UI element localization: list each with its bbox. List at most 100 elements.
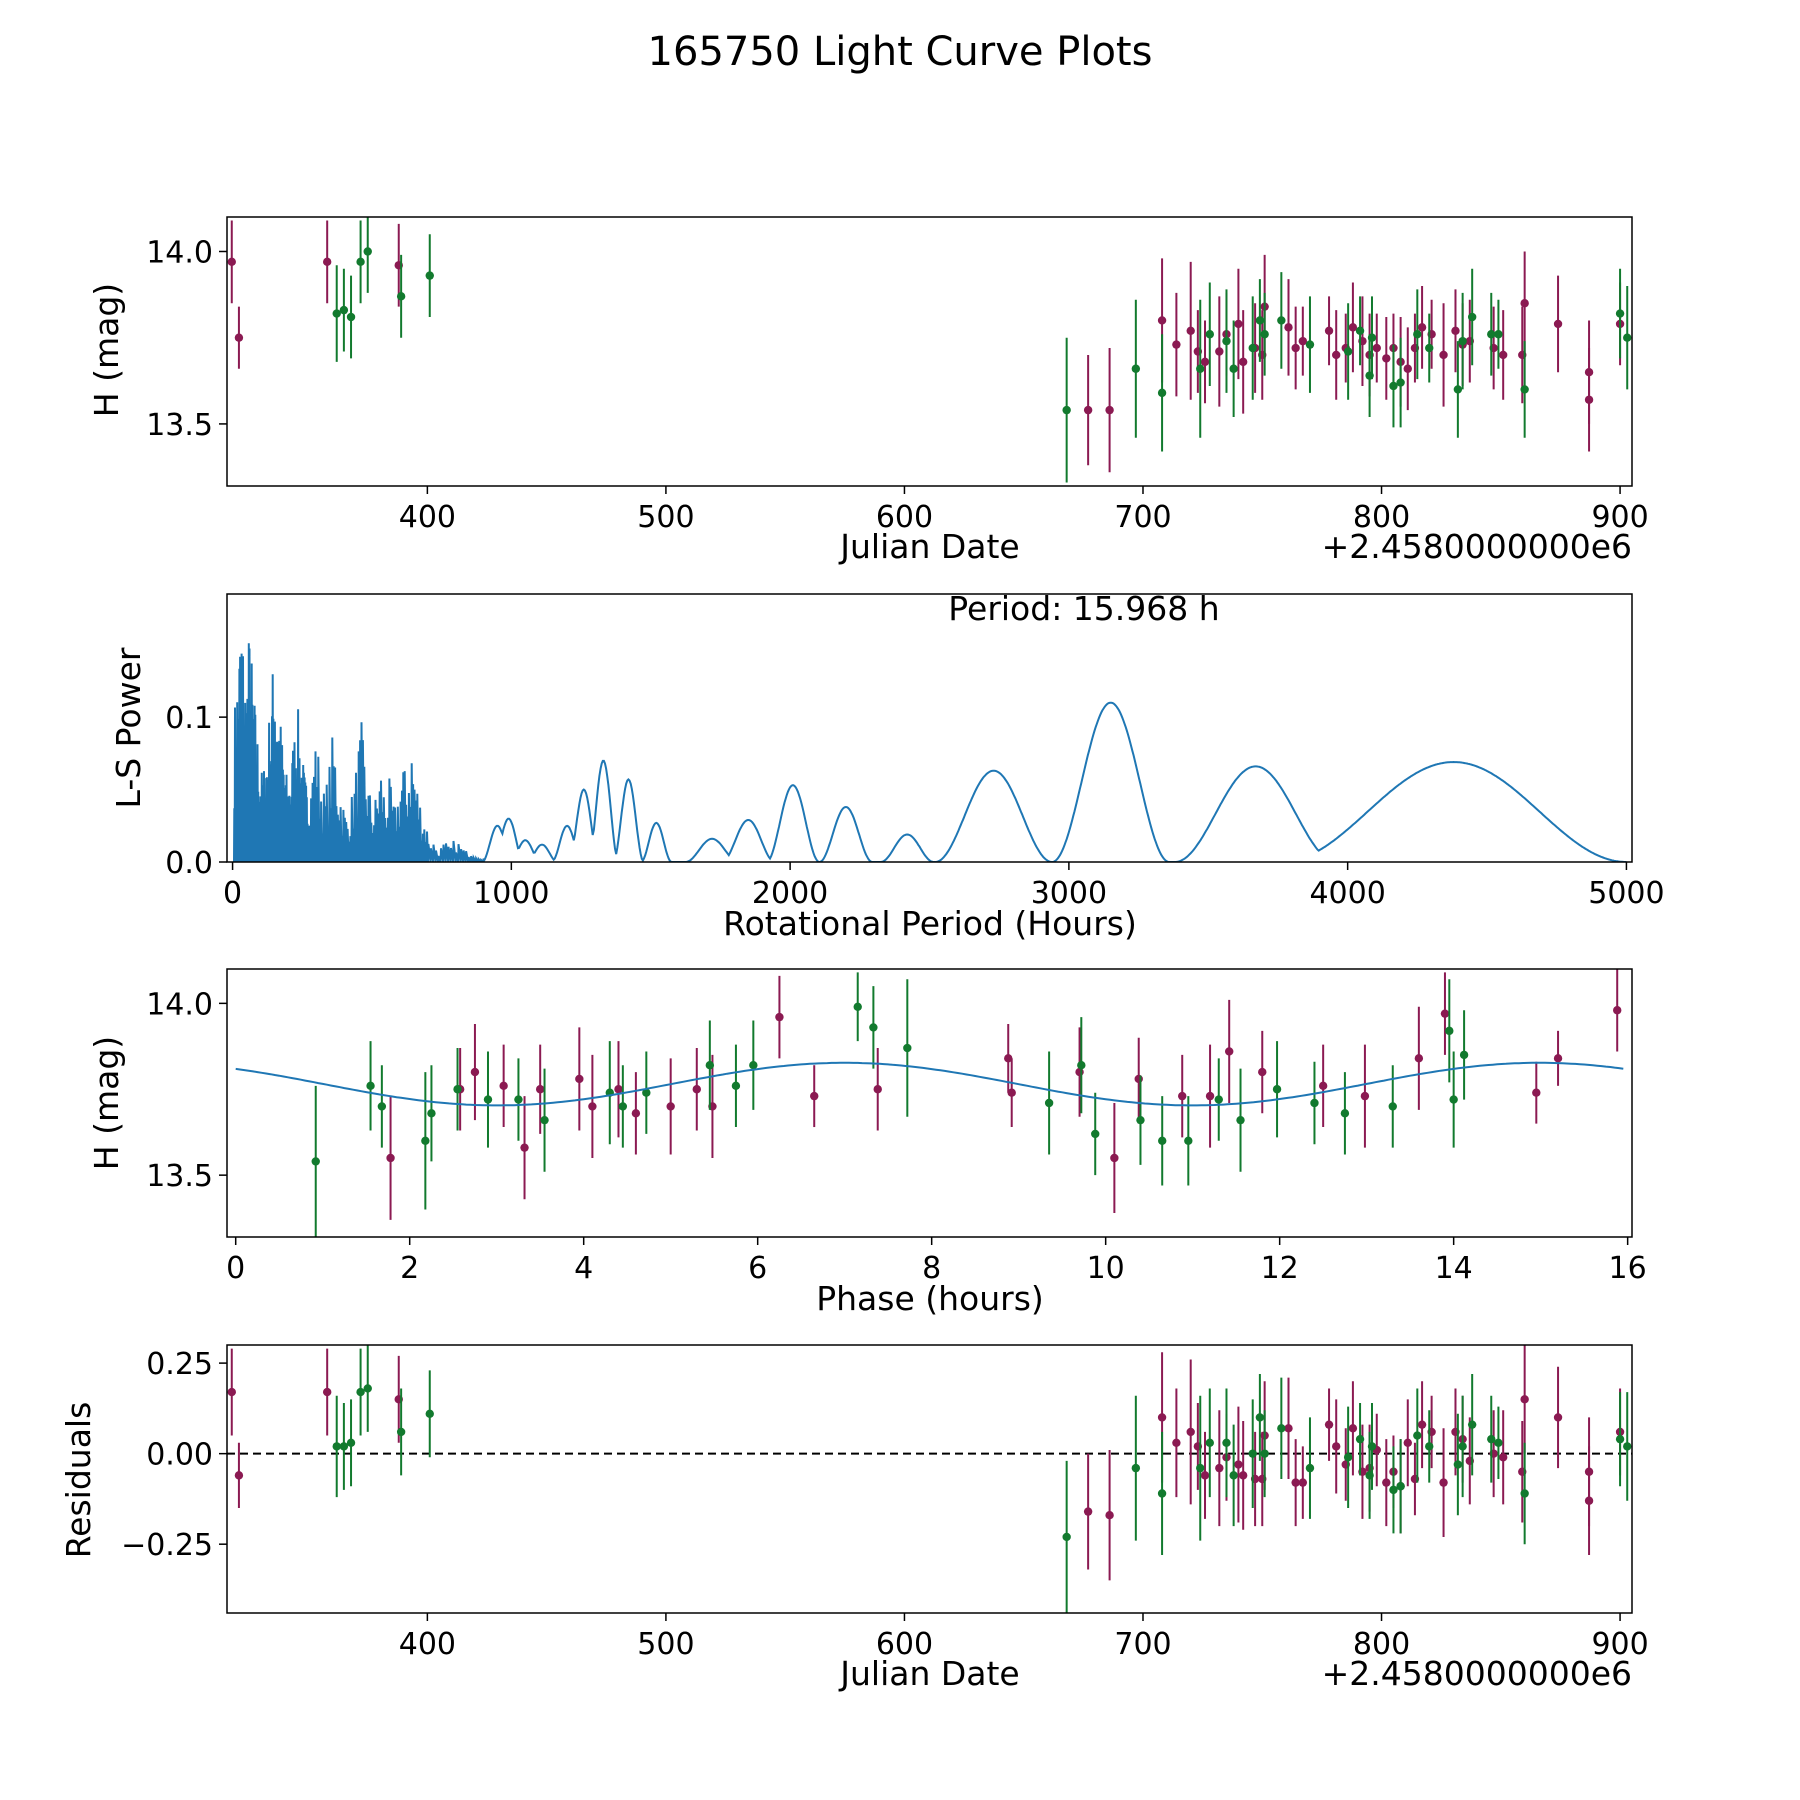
phase-data-point: [705, 1061, 715, 1070]
res-data-point: [1396, 1482, 1405, 1491]
phase-data-point: [1077, 1061, 1086, 1070]
res-data-point: [1062, 1532, 1071, 1542]
phase-xtick-label: 12: [1261, 1251, 1299, 1286]
res-data-point: [1284, 1424, 1293, 1433]
lc-data-point: [1367, 333, 1377, 342]
phase-data-point: [642, 1088, 651, 1097]
phase-data-point: [810, 1091, 819, 1101]
res-data-point: [1332, 1442, 1341, 1451]
lc-data-point: [1215, 347, 1224, 356]
res-ytick-label: 0.25: [146, 1347, 213, 1382]
res-xtick-label: 700: [1114, 1627, 1171, 1662]
phase-data-point: [1184, 1136, 1193, 1145]
ls-power-curve: [233, 643, 1627, 862]
lc-xtick-label: 400: [399, 500, 456, 535]
res-data-point: [1131, 1463, 1141, 1473]
lc-data-point: [356, 257, 365, 267]
lc-data-point: [1298, 336, 1308, 346]
lc-data-point: [1615, 309, 1625, 318]
ls-xtick-label: 3000: [1031, 876, 1107, 911]
phase-data-point: [869, 1023, 878, 1032]
phase-data-point: [575, 1074, 584, 1084]
lc-data-point: [1291, 343, 1300, 353]
phase-xtick-label: 0: [226, 1251, 245, 1286]
ls-data: [233, 643, 1627, 862]
lc-data-point: [1584, 395, 1594, 404]
ls-xtick-label: 1000: [473, 876, 549, 911]
lc-data-point: [1623, 333, 1632, 342]
phase-data-point: [453, 1085, 462, 1094]
lc-data-point: [1200, 357, 1210, 367]
res-frame: [226, 1344, 1633, 1614]
res-ylabel: Residuals: [59, 1402, 98, 1559]
phase-panel: H (mag) Phase (hours) 0 2 4 6 8 10 12 14 16 13.5 1…: [87, 968, 1647, 1318]
res-ytick-label: 0.00: [146, 1438, 213, 1473]
lc-data-point: [1248, 343, 1257, 353]
phase-data-point: [1445, 1026, 1454, 1036]
res-data-point: [339, 1442, 349, 1451]
res-data-point: [1467, 1420, 1477, 1429]
residuals-panel: Residuals Julian Date +2.4580000000e6 40…: [59, 1344, 1649, 1693]
res-data: [227, 1345, 1632, 1613]
lc-data-point: [1172, 340, 1181, 349]
phase-data-point: [1007, 1088, 1016, 1097]
ls-ylabel: L-S Power: [109, 647, 148, 808]
phase-data-point: [853, 1002, 862, 1011]
res-data-point: [1453, 1460, 1463, 1469]
res-data-point: [1403, 1438, 1412, 1447]
res-data-point: [1498, 1453, 1508, 1462]
phase-data-point: [1272, 1085, 1282, 1094]
res-data-point: [1298, 1478, 1308, 1487]
lc-data-point: [1343, 347, 1353, 356]
res-data-point: [1215, 1463, 1224, 1473]
phase-data-point: [1110, 1153, 1119, 1163]
res-xtick-label: 600: [876, 1627, 933, 1662]
figure-title: 165750 Light Curve Plots: [648, 29, 1153, 75]
res-data-point: [322, 1387, 332, 1397]
res-data-point: [346, 1438, 356, 1447]
phase-data-point: [614, 1085, 623, 1094]
res-data-point: [1260, 1449, 1269, 1458]
lc-data-point: [1494, 330, 1503, 339]
phase-data-point: [1091, 1129, 1100, 1139]
lc-data-point: [1238, 357, 1248, 367]
lc-data-point: [1083, 405, 1093, 415]
lc-data-point: [1520, 385, 1529, 394]
lc-ytick-label: 14.0: [146, 235, 213, 270]
lc-offset-label: +2.4580000000e6: [1322, 527, 1632, 566]
lc-data-point: [1553, 319, 1563, 329]
res-data-point: [1553, 1413, 1563, 1422]
lc-data-point: [1355, 326, 1365, 336]
lc-data-point: [1277, 316, 1286, 325]
lc-data-point: [1260, 330, 1269, 339]
phase-data-point: [311, 1157, 320, 1166]
res-xlabel: Julian Date: [838, 1654, 1020, 1693]
res-data-point: [1248, 1449, 1257, 1458]
phase-data-point: [1318, 1081, 1328, 1091]
phase-data-point: [1440, 1009, 1450, 1018]
lc-data-point: [1131, 364, 1141, 373]
phase-frame: [226, 968, 1633, 1238]
lc-data-point: [1062, 405, 1071, 415]
res-data-point: [1324, 1420, 1334, 1429]
phase-data-point: [1004, 1054, 1013, 1063]
lc-xtick-label: 600: [876, 500, 933, 535]
lc-data-point: [234, 333, 244, 342]
res-data-point: [1255, 1413, 1265, 1422]
phase-xlabel: Phase (hours): [816, 1279, 1044, 1318]
lc-xtick-label: 500: [637, 500, 694, 535]
lc-xtick-label: 900: [1591, 500, 1648, 535]
res-xtick-label: 800: [1353, 1627, 1410, 1662]
lc-data-point: [332, 309, 341, 318]
phase-xtick-label: 2: [400, 1251, 419, 1286]
lc-data-point: [1105, 405, 1114, 415]
lc-ytick-label: 13.5: [146, 408, 213, 443]
phase-data-point: [427, 1109, 436, 1118]
res-data-point: [1196, 1463, 1205, 1473]
lc-data-point: [1417, 323, 1427, 332]
phase-data-point: [1340, 1109, 1350, 1118]
phase-data-point: [514, 1095, 523, 1104]
ls-xtick-label: 5000: [1588, 876, 1664, 911]
lc-data-point: [227, 257, 236, 267]
